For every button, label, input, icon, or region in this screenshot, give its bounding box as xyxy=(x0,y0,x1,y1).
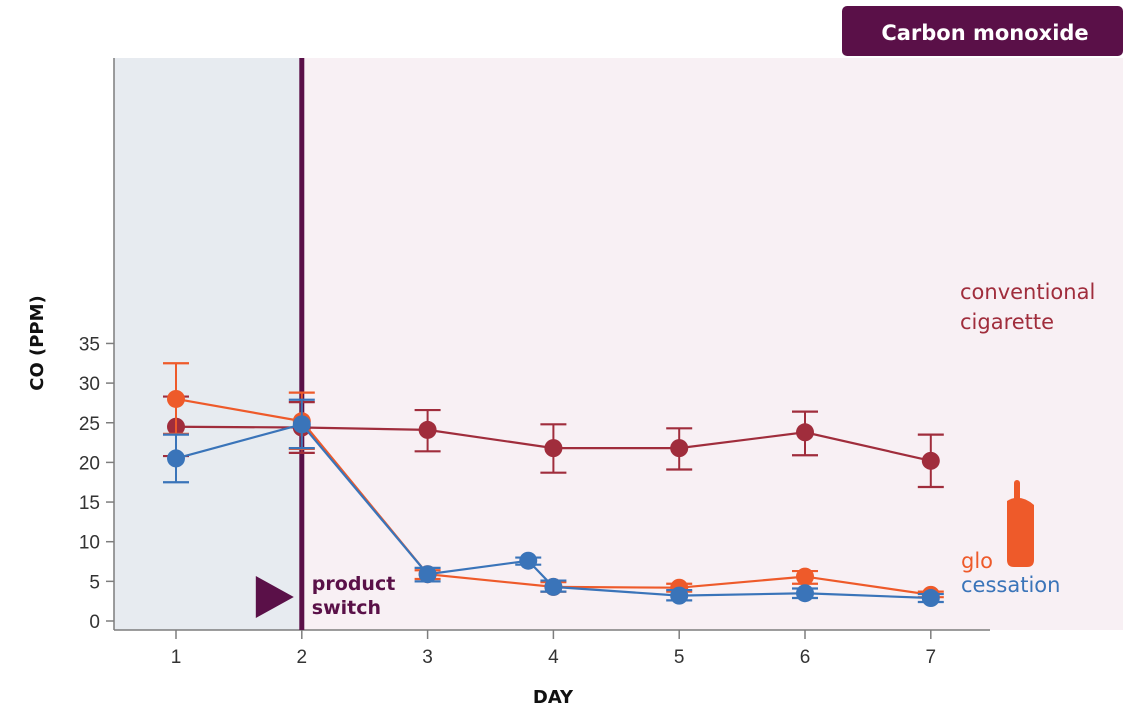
data-point-glo xyxy=(167,389,185,408)
data-point-cessation xyxy=(418,565,437,584)
y-tick-label: 35 xyxy=(79,334,100,355)
data-point-cessation xyxy=(544,577,563,596)
data-point-glo xyxy=(796,567,814,586)
x-tick-label: 4 xyxy=(548,647,559,668)
series-label-glo: glo xyxy=(961,549,993,573)
series-cessation xyxy=(163,398,944,608)
y-axis-title: CO (PPM) xyxy=(27,295,48,391)
title-badge xyxy=(842,6,1123,56)
product-switch-label: product xyxy=(312,573,396,595)
series-label-conventional: conventional xyxy=(960,280,1095,304)
glo-device-icon xyxy=(1007,480,1034,567)
series-label-conventional: cigarette xyxy=(960,310,1054,334)
data-point-cessation xyxy=(921,589,940,608)
x-tick-label: 1 xyxy=(171,647,182,668)
y-tick-label: 0 xyxy=(89,612,100,633)
data-point-conventional xyxy=(670,439,689,458)
x-tick-label: 7 xyxy=(926,647,937,668)
y-tick-label: 10 xyxy=(79,533,100,554)
data-point-conventional xyxy=(418,420,437,439)
y-axis: 0 5 10 15 20 25 30 35 xyxy=(79,58,115,633)
x-tick-label: 5 xyxy=(674,647,685,668)
x-tick-label: 3 xyxy=(422,647,433,668)
series-layer xyxy=(163,362,944,608)
y-tick-label: 30 xyxy=(79,374,100,395)
x-tick-label: 6 xyxy=(800,647,811,668)
baseline-period-shade xyxy=(114,58,300,630)
data-point-conventional xyxy=(796,423,814,442)
series-line-cessation xyxy=(175,423,931,600)
data-point-cessation xyxy=(670,586,689,605)
series-label-cessation: cessation xyxy=(961,573,1060,597)
intervention-period-shade xyxy=(300,58,1123,630)
chart-title-badge: Carbon monoxide xyxy=(881,21,1088,45)
data-point-cessation xyxy=(519,551,538,570)
data-point-cessation xyxy=(796,584,814,603)
data-point-cessation xyxy=(167,449,185,468)
y-tick-label: 5 xyxy=(89,572,100,593)
x-tick-label: 2 xyxy=(297,647,308,668)
x-axis-title: DAY xyxy=(533,687,574,708)
y-tick-label: 15 xyxy=(79,493,100,514)
y-tick-label: 25 xyxy=(79,414,100,435)
product-switch-label: switch xyxy=(312,597,381,619)
y-tick-label: 20 xyxy=(79,453,100,474)
x-axis: 1 2 3 4 5 6 7 xyxy=(114,629,990,668)
data-point-conventional xyxy=(544,439,563,458)
product-switch-arrow-icon xyxy=(255,576,294,618)
data-point-cessation xyxy=(292,415,311,434)
data-point-conventional xyxy=(921,451,940,470)
